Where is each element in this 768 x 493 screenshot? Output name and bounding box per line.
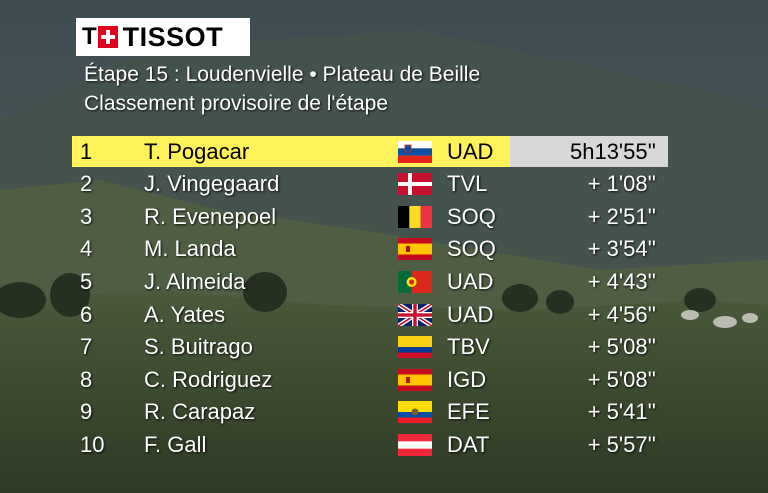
standings-row: 9 R. Carapaz EFE + 5'41'' [72, 396, 668, 429]
rider-name: J. Almeida [144, 269, 246, 295]
team-code: UAD [447, 269, 494, 295]
tissot-logo-text: TISSOT [122, 21, 224, 52]
rank: 1 [80, 138, 93, 164]
tissot-logo-mark: T [82, 25, 119, 49]
time-cell: + 1'08'' [510, 168, 668, 201]
time: + 5'08'' [587, 334, 656, 360]
standings-row: 8 C. Rodriguez IGD + 5'08'' [72, 364, 668, 397]
team-code: TBV [447, 334, 490, 360]
rank: 7 [80, 334, 93, 360]
rider-name: F. Gall [144, 432, 207, 458]
time-cell: + 4'43'' [510, 266, 668, 299]
time: + 4'43'' [587, 269, 656, 295]
classification-subtitle: Classement provisoire de l'étape [84, 92, 388, 115]
rank: 3 [80, 203, 93, 229]
rank: 8 [80, 366, 93, 392]
rank: 6 [80, 301, 93, 327]
rider-name: C. Rodriguez [144, 366, 273, 392]
standings-row: 2 J. Vingegaard TVL + 1'08'' [72, 168, 668, 201]
standings-row: 4 M. Landa SOQ + 3'54'' [72, 233, 668, 266]
portugal-flag-icon [398, 271, 432, 294]
team-code: SOQ [447, 236, 496, 262]
rank: 5 [80, 269, 93, 295]
standings-table: 1 T. Pogacar UAD 5h13'55'' 2 J. Vingegaa… [72, 136, 668, 461]
time-cell: + 2'51'' [510, 201, 668, 234]
stage-title: Étape 15 : Loudenvielle • Plateau de Bei… [84, 63, 481, 86]
time: + 4'56'' [587, 301, 656, 327]
standings-row: 10 F. Gall DAT + 5'57'' [72, 429, 668, 462]
rank: 2 [80, 171, 93, 197]
rider-name: T. Pogacar [144, 138, 250, 164]
standings-row: 5 J. Almeida UAD + 4'43'' [72, 266, 668, 299]
time: + 3'54'' [587, 236, 656, 262]
standings-row: 7 S. Buitrago TBV + 5'08'' [72, 331, 668, 364]
belgium-flag-icon [398, 205, 432, 228]
rider-name: R. Evenepoel [144, 203, 277, 229]
denmark-flag-icon [398, 173, 432, 196]
time-cell: + 5'08'' [510, 364, 668, 397]
austria-flag-icon [398, 434, 432, 457]
tissot-logo-letter: T [82, 23, 97, 50]
time-cell: + 4'56'' [510, 298, 668, 331]
colombia-flag-icon [398, 336, 432, 359]
time-cell: + 5'08'' [510, 331, 668, 364]
rider-name: M. Landa [144, 236, 236, 262]
time: + 5'41'' [587, 399, 656, 425]
time-cell: + 3'54'' [510, 233, 668, 266]
team-code: DAT [447, 432, 490, 458]
swiss-cross-icon [97, 26, 118, 48]
standings-row: 6 A. Yates UAD + 4'56'' [72, 298, 668, 331]
rank: 10 [80, 432, 105, 458]
time-cell: + 5'57'' [510, 429, 668, 462]
team-code: SOQ [447, 203, 496, 229]
rider-name: S. Buitrago [144, 334, 253, 360]
time: 5h13'55'' [569, 138, 656, 164]
time-cell: 5h13'55'' [510, 136, 668, 167]
rank: 9 [80, 399, 93, 425]
spain-flag-icon [398, 238, 432, 261]
slovenia-flag-icon [398, 140, 432, 163]
stage-header: Étape 15 : Loudenvielle • Plateau de Bei… [84, 60, 480, 118]
time: + 5'08'' [587, 366, 656, 392]
spain-flag-icon [398, 368, 432, 391]
rider-name: A. Yates [144, 301, 226, 327]
time-cell: + 5'41'' [510, 396, 668, 429]
rider-name: J. Vingegaard [144, 171, 280, 197]
standings-row: 1 T. Pogacar UAD 5h13'55'' [72, 136, 668, 167]
ecuador-flag-icon [398, 401, 432, 424]
team-code: IGD [447, 366, 487, 392]
tissot-logo: T TISSOT [76, 18, 250, 56]
team-code: EFE [447, 399, 490, 425]
time: + 5'57'' [587, 432, 656, 458]
rider-name: R. Carapaz [144, 399, 256, 425]
team-code: UAD [447, 138, 494, 164]
standings-row: 3 R. Evenepoel SOQ + 2'51'' [72, 201, 668, 234]
united-kingdom-flag-icon [398, 303, 432, 326]
team-code: TVL [447, 171, 488, 197]
team-code: UAD [447, 301, 494, 327]
time: + 1'08'' [587, 171, 656, 197]
time: + 2'51'' [587, 203, 656, 229]
rank: 4 [80, 236, 93, 262]
